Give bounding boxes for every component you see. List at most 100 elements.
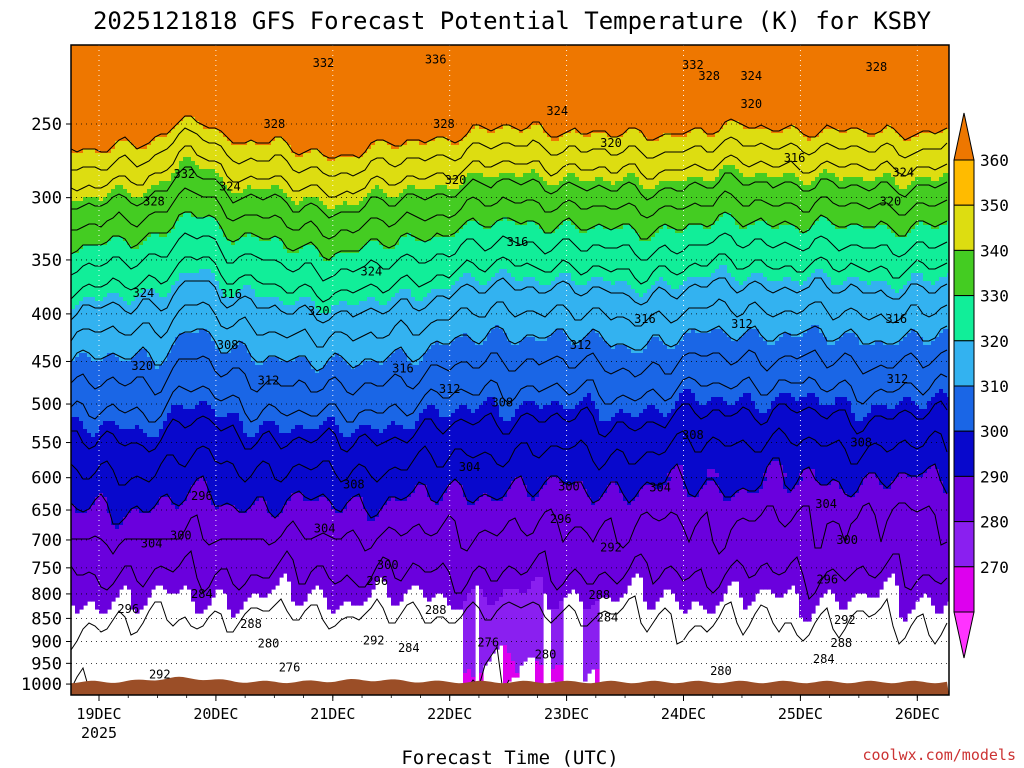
contour-band-cell [651,485,656,610]
contour-band-cell [819,485,824,598]
contour-band-cell [711,137,716,182]
contour-band-cell [931,133,936,182]
contour-band-cell [739,285,744,338]
contour-band-cell [459,337,464,406]
contour-band-cell [99,45,104,154]
contour-band-cell [407,361,412,430]
contour-band-cell [703,229,708,278]
contour-band-cell [511,45,516,130]
contour-band-cell [759,273,764,338]
contour-band-cell [195,165,200,218]
contour-band-cell [519,177,524,226]
contour-band-cell [315,249,320,310]
contour-band-cell [759,337,764,414]
contour-band-cell [883,405,888,490]
contour-band-cell [539,665,544,686]
contour-band-cell [347,305,352,366]
contour-band-cell [435,45,440,138]
contour-band-cell [659,341,664,414]
contour-band-cell [627,173,632,226]
contour-band-cell [799,233,804,286]
contour-label: 332 [173,167,195,181]
contour-band-cell [691,129,696,178]
contour-band-cell [291,201,296,254]
contour-band-cell [851,129,856,178]
contour-band-cell [891,177,896,234]
contour-band-cell [783,277,788,334]
contour-band-cell [335,353,340,426]
contour-band-cell [683,181,688,230]
contour-band-cell [463,601,468,674]
contour-band-cell [351,305,356,370]
contour-band-cell [95,433,100,498]
contour-band-cell [159,297,164,366]
contour-band-cell [263,361,268,422]
contour-band-cell [823,405,828,486]
contour-band-cell [463,45,468,138]
contour-band-cell [751,329,756,402]
contour-band-cell [83,513,88,606]
contour-band-cell [631,501,636,578]
contour-band-cell [923,473,928,594]
contour-band-cell [543,45,548,134]
contour-band-cell [303,501,308,602]
contour-band-cell [543,405,548,486]
contour-band-cell [163,237,168,298]
contour-band-cell [363,45,368,154]
contour-band-cell [127,245,132,306]
contour-band-cell [99,245,104,302]
contour-band-cell [559,225,564,274]
contour-band-cell [439,45,444,138]
contour-band-cell [903,45,908,142]
contour-band-cell [415,365,420,422]
contour-band-cell [811,137,816,182]
contour-band-cell [315,197,320,250]
contour-band-cell [187,213,192,274]
contour-band-cell [203,481,208,610]
contour-band-cell [555,277,560,330]
contour-band-cell [899,237,904,290]
contour-band-cell [327,361,332,418]
contour-band-cell [735,341,740,402]
contour-label: 332 [313,56,335,70]
contour-band-cell [259,497,264,598]
contour-band-cell [907,333,912,398]
contour-band-cell [859,485,864,594]
contour-band-cell [387,301,392,358]
contour-band-cell [163,497,168,590]
contour-band-cell [883,489,888,582]
contour-band-cell [867,137,872,182]
colorbar-box [953,475,975,523]
contour-band-cell [747,45,752,130]
contour-band-cell [875,225,880,282]
contour-band-cell [727,405,732,502]
contour-band-cell [371,241,376,298]
contour-band-cell [651,189,656,238]
contour-band-cell [503,589,508,646]
contour-band-cell [319,45,324,154]
contour-band-cell [675,345,680,402]
contour-band-cell [691,177,696,226]
contour-band-cell [915,477,920,602]
contour-band-cell [451,413,456,482]
contour-band-cell [771,281,776,346]
contour-band-cell [403,237,408,290]
contour-band-cell [463,497,468,602]
contour-band-cell [479,589,484,674]
contour-band-cell [303,153,308,198]
contour-band-cell [275,45,280,138]
contour-band-cell [419,45,424,146]
contour-band-cell [483,597,488,666]
contour-label: 316 [885,312,907,326]
contour-band-cell [555,477,560,610]
contour-band-cell [891,233,896,290]
contour-band-cell [383,361,388,430]
contour-band-cell [815,325,820,398]
contour-band-cell [519,45,524,134]
contour-band-cell [123,141,128,190]
contour-band-cell [123,45,128,142]
contour-band-cell [807,229,812,278]
contour-band-cell [403,145,408,190]
contour-band-cell [331,417,336,510]
contour-band-cell [155,369,160,438]
